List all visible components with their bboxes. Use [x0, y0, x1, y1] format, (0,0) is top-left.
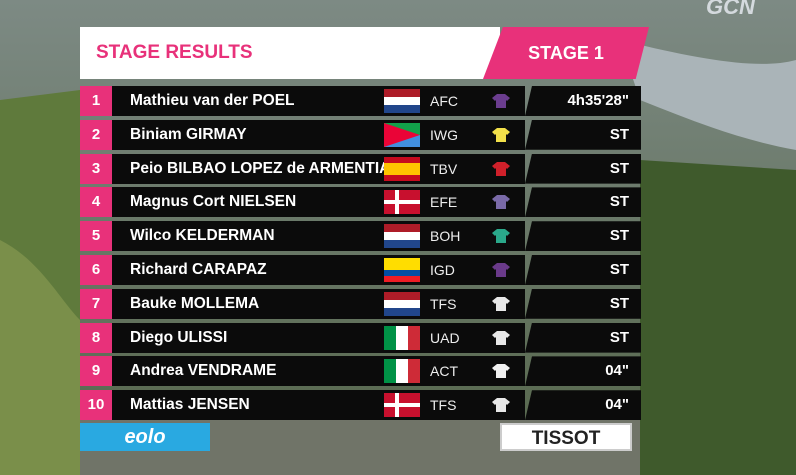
team-code: IGD — [430, 262, 455, 278]
flag — [384, 89, 420, 113]
time: ST — [525, 322, 641, 353]
flag-icon — [384, 258, 420, 282]
rider-name: Magnus Cort NIELSEN — [130, 193, 297, 211]
time: ST — [525, 221, 641, 252]
time: ST — [525, 255, 641, 285]
rider-name: Biniam GIRMAY — [130, 125, 247, 143]
jersey — [492, 364, 510, 379]
row-background — [112, 356, 525, 387]
row-background — [112, 221, 525, 252]
jersey-icon — [492, 161, 510, 176]
stage-label: STAGE 1 — [483, 27, 649, 79]
row-background — [112, 119, 525, 150]
rank: 5 — [80, 221, 112, 252]
row-background — [112, 322, 525, 353]
flag — [384, 122, 420, 147]
flag-icon — [384, 393, 420, 418]
jersey — [492, 94, 510, 108]
team-code: TFS — [430, 295, 457, 312]
jersey-icon — [492, 94, 510, 108]
team-code: EFE — [430, 194, 458, 211]
rank: 9 — [80, 356, 112, 387]
flag-icon — [384, 190, 420, 215]
time: ST — [525, 187, 641, 218]
flag-icon — [384, 325, 420, 350]
row-background — [112, 288, 525, 319]
time: ST — [525, 153, 641, 184]
rider-name: Andrea VENDRAME — [130, 362, 277, 380]
rider-name: Peio BILBAO LOPEZ de ARMENTIA — [130, 159, 391, 177]
team-code: BOH — [430, 228, 461, 245]
time: ST — [525, 288, 641, 319]
row-background — [112, 86, 525, 116]
row-background — [112, 187, 525, 218]
team-code: UAD — [430, 329, 460, 346]
rider-name: Diego ULISSI — [130, 328, 228, 346]
rank: 7 — [80, 288, 112, 319]
jersey — [492, 398, 510, 413]
team-code: TBV — [430, 160, 458, 177]
rank: 6 — [80, 255, 112, 285]
flag-icon — [384, 224, 420, 249]
jersey-icon — [492, 398, 510, 413]
jersey — [492, 296, 510, 311]
time: ST — [525, 119, 641, 150]
row-background — [112, 390, 525, 421]
row-background — [112, 153, 525, 184]
jersey — [492, 127, 510, 142]
jersey-icon — [492, 263, 510, 277]
rider-name: Richard CARAPAZ — [130, 261, 267, 278]
sponsor-logo: eolo — [80, 423, 210, 451]
flag — [384, 224, 420, 249]
jersey-icon — [492, 195, 510, 210]
row-background — [112, 255, 525, 285]
flag-icon — [384, 122, 420, 147]
rank: 10 — [80, 390, 112, 421]
flag — [384, 190, 420, 215]
flag — [384, 393, 420, 418]
rider-name: Bauke MOLLEMA — [130, 294, 260, 312]
team-code: TFS — [430, 397, 457, 414]
jersey-icon — [492, 330, 510, 345]
team-code: AFC — [430, 93, 458, 109]
flag — [384, 359, 420, 384]
rank: 1 — [80, 86, 112, 116]
jersey — [492, 263, 510, 277]
flag-icon — [384, 359, 420, 384]
jersey — [492, 330, 510, 345]
jersey — [492, 229, 510, 244]
team-code: ACT — [430, 363, 458, 380]
jersey — [492, 161, 510, 176]
rider-name: Mattias JENSEN — [130, 396, 250, 414]
jersey-icon — [492, 127, 510, 142]
team-code: IWG — [430, 126, 458, 143]
broadcaster-logo: GCN — [706, 0, 755, 19]
flag — [384, 291, 420, 316]
jersey-icon — [492, 296, 510, 311]
time: 4h35'28" — [525, 86, 641, 116]
flag-icon — [384, 156, 420, 181]
sponsor-logo: TISSOT — [500, 423, 632, 451]
title: STAGE RESULTS — [80, 27, 500, 79]
flag-icon — [384, 89, 420, 113]
flag — [384, 156, 420, 181]
rider-name: Mathieu van der POEL — [130, 92, 295, 109]
jersey-icon — [492, 364, 510, 379]
flag-icon — [384, 291, 420, 316]
time: 04" — [525, 356, 641, 387]
flag — [384, 325, 420, 350]
rider-name: Wilco KELDERMAN — [130, 227, 275, 245]
rank: 3 — [80, 153, 112, 184]
flag — [384, 258, 420, 282]
time: 04" — [525, 390, 641, 421]
jersey-icon — [492, 229, 510, 244]
jersey — [492, 195, 510, 210]
rank: 2 — [80, 119, 112, 150]
rank: 8 — [80, 322, 112, 353]
rank: 4 — [80, 187, 112, 218]
